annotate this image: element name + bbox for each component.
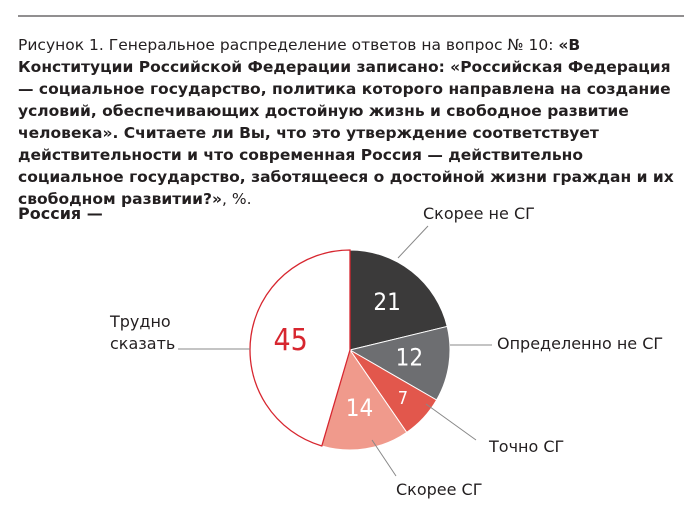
caption: Рисунок 1. Генеральное распределение отв… (18, 34, 686, 210)
leader-line (397, 225, 429, 259)
category-label: Скорее СГ (396, 480, 483, 499)
category-label: Скорее не СГ (423, 204, 535, 223)
value-label: 14 (346, 394, 373, 422)
leader-line (371, 439, 397, 477)
value-label: 7 (398, 388, 408, 409)
value-label: 21 (373, 288, 400, 316)
value-label: 12 (396, 344, 423, 372)
caption-prefix: Рисунок 1. Генеральное распределение отв… (18, 36, 559, 54)
caption-question: «В Конституции Российской Федерации запи… (18, 36, 674, 208)
pie-slice (348, 325, 451, 401)
pie-slice (249, 249, 351, 447)
leader-line (425, 403, 477, 441)
subtitle: Россия — (18, 204, 103, 223)
caption-suffix: , %. (222, 190, 252, 208)
pie-slice (349, 249, 448, 351)
value-label: 45 (273, 323, 307, 358)
category-label: Трудно сказать (110, 312, 176, 353)
category-label: Определенно не СГ (497, 334, 664, 353)
category-label: Точно СГ (489, 437, 565, 456)
